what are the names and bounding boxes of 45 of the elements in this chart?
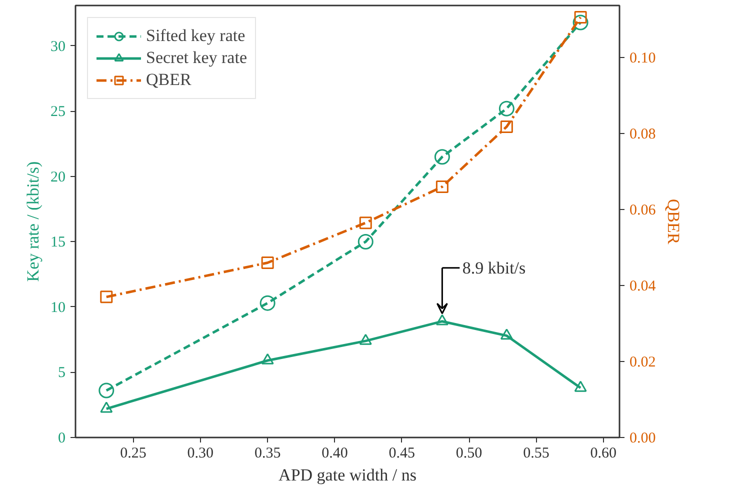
x-tick-label: 0.60	[590, 446, 617, 462]
point	[100, 290, 113, 304]
y-tick-label: 20	[50, 169, 66, 186]
point	[572, 14, 588, 30]
x-tick-label: 0.45	[388, 446, 416, 462]
legend-label: Secret key rate	[146, 48, 247, 68]
point	[436, 314, 448, 326]
y-tick-label: 25	[50, 104, 66, 120]
y-tick-label: 10	[50, 300, 66, 316]
x-axis-title: APD gate width / ns	[278, 466, 416, 484]
point	[359, 216, 372, 230]
x-tick-label: 0.50	[456, 446, 482, 462]
x-tick-label: 0.55	[523, 446, 550, 462]
y-tick-label: 30	[50, 38, 66, 55]
legend-label: Sifted key rate	[146, 26, 246, 46]
y2-tick-label: 0.10	[630, 50, 656, 67]
y-tick-label: 0	[58, 430, 66, 446]
point	[261, 353, 274, 364]
point	[434, 149, 450, 165]
point	[100, 402, 113, 413]
point	[261, 256, 274, 269]
x-tick-label: 0.40	[322, 446, 348, 462]
y-tick-label: 5	[58, 365, 66, 382]
x-tick-label: 0.35	[254, 446, 281, 462]
annotation: 8.9 kbit/s	[462, 258, 526, 278]
point	[358, 234, 374, 250]
y2-tick-label: 0.06	[630, 202, 656, 219]
point	[498, 100, 514, 116]
x-tick-label: 0.30	[187, 446, 214, 462]
y2-tick-label: 0.02	[630, 354, 656, 371]
point	[574, 11, 587, 24]
x-tick-label: 0.25	[120, 446, 146, 462]
point	[359, 334, 372, 345]
point	[574, 380, 587, 392]
y-tick-label: 15	[50, 234, 66, 251]
point	[436, 180, 448, 193]
point	[260, 295, 276, 311]
point	[500, 328, 513, 340]
y2-tick-label: 0.00	[630, 430, 656, 446]
y2-tick-label: 0.04	[630, 278, 656, 295]
y2-tick-label: 0.08	[630, 126, 656, 143]
y-axis-title: Key rate / (kbit/s)	[24, 161, 42, 282]
legend-label: QBER	[146, 70, 192, 90]
y2-axis-title: QBER	[664, 198, 683, 245]
point	[500, 120, 513, 133]
